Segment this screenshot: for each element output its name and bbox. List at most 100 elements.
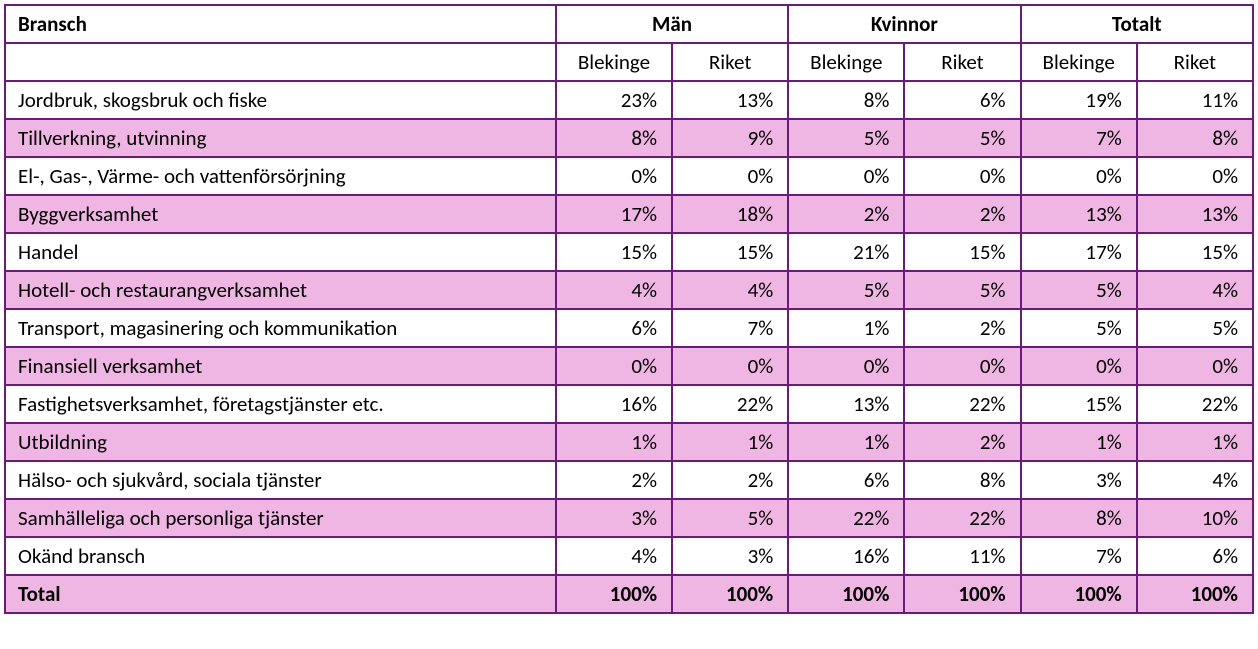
row-label: Utbildning xyxy=(5,423,556,461)
total-value: 100% xyxy=(672,575,788,613)
row-value: 5% xyxy=(1137,309,1253,347)
row-label: Jordbruk, skogsbruk och fiske xyxy=(5,81,556,119)
row-value: 1% xyxy=(788,309,904,347)
total-row: Total100%100%100%100%100%100% xyxy=(5,575,1253,613)
total-value: 100% xyxy=(1021,575,1137,613)
subhead-totalt-riket: Riket xyxy=(1137,43,1253,81)
row-label: Fastighetsverksamhet, företagstjänster e… xyxy=(5,385,556,423)
row-label: Hälso- och sjukvård, sociala tjänster xyxy=(5,461,556,499)
row-value: 1% xyxy=(788,423,904,461)
row-value: 3% xyxy=(672,537,788,575)
table-row: Handel15%15%21%15%17%15% xyxy=(5,233,1253,271)
row-label: Byggverksamhet xyxy=(5,195,556,233)
table-row: Transport, magasinering och kommunikatio… xyxy=(5,309,1253,347)
row-value: 5% xyxy=(904,119,1020,157)
row-value: 4% xyxy=(672,271,788,309)
row-label: Hotell- och restaurangverksamhet xyxy=(5,271,556,309)
table-row: Hälso- och sjukvård, sociala tjänster2%2… xyxy=(5,461,1253,499)
row-value: 0% xyxy=(556,347,672,385)
row-value: 5% xyxy=(904,271,1020,309)
row-label: Handel xyxy=(5,233,556,271)
row-value: 2% xyxy=(904,423,1020,461)
header-group-kvinnor: Kvinnor xyxy=(788,5,1020,43)
row-value: 15% xyxy=(1137,233,1253,271)
row-label: El-, Gas-, Värme- och vattenförsörjning xyxy=(5,157,556,195)
row-value: 11% xyxy=(1137,81,1253,119)
row-value: 22% xyxy=(788,499,904,537)
row-value: 16% xyxy=(556,385,672,423)
row-value: 4% xyxy=(556,537,672,575)
total-value: 100% xyxy=(556,575,672,613)
row-value: 3% xyxy=(556,499,672,537)
row-value: 2% xyxy=(556,461,672,499)
header-bransch: Bransch xyxy=(5,5,556,43)
row-value: 13% xyxy=(1137,195,1253,233)
row-value: 8% xyxy=(1137,119,1253,157)
row-value: 22% xyxy=(672,385,788,423)
row-value: 15% xyxy=(672,233,788,271)
table-row: Tillverkning, utvinning8%9%5%5%7%8% xyxy=(5,119,1253,157)
row-value: 22% xyxy=(904,385,1020,423)
total-value: 100% xyxy=(1137,575,1253,613)
row-value: 8% xyxy=(904,461,1020,499)
row-value: 6% xyxy=(904,81,1020,119)
row-value: 8% xyxy=(556,119,672,157)
row-value: 22% xyxy=(1137,385,1253,423)
row-value: 0% xyxy=(672,157,788,195)
row-value: 5% xyxy=(1021,309,1137,347)
row-value: 2% xyxy=(788,195,904,233)
total-value: 100% xyxy=(904,575,1020,613)
table-row: Samhälleliga och personliga tjänster3%5%… xyxy=(5,499,1253,537)
row-value: 2% xyxy=(904,309,1020,347)
row-value: 0% xyxy=(788,157,904,195)
row-value: 15% xyxy=(904,233,1020,271)
row-value: 1% xyxy=(556,423,672,461)
row-value: 0% xyxy=(1137,157,1253,195)
row-value: 22% xyxy=(904,499,1020,537)
subhead-totalt-blekinge: Blekinge xyxy=(1021,43,1137,81)
row-value: 6% xyxy=(556,309,672,347)
row-value: 0% xyxy=(788,347,904,385)
row-value: 2% xyxy=(904,195,1020,233)
table-body: Jordbruk, skogsbruk och fiske23%13%8%6%1… xyxy=(5,81,1253,613)
table-row: Jordbruk, skogsbruk och fiske23%13%8%6%1… xyxy=(5,81,1253,119)
header-row-2: Blekinge Riket Blekinge Riket Blekinge R… xyxy=(5,43,1253,81)
row-value: 1% xyxy=(1021,423,1137,461)
subhead-man-blekinge: Blekinge xyxy=(556,43,672,81)
row-value: 4% xyxy=(1137,271,1253,309)
industry-table: Bransch Män Kvinnor Totalt Blekinge Rike… xyxy=(4,4,1254,614)
row-value: 8% xyxy=(1021,499,1137,537)
total-value: 100% xyxy=(788,575,904,613)
row-value: 5% xyxy=(788,119,904,157)
row-value: 5% xyxy=(672,499,788,537)
subhead-man-riket: Riket xyxy=(672,43,788,81)
row-value: 23% xyxy=(556,81,672,119)
header-row-1: Bransch Män Kvinnor Totalt xyxy=(5,5,1253,43)
subhead-kvinnor-riket: Riket xyxy=(904,43,1020,81)
row-value: 21% xyxy=(788,233,904,271)
table-row: Fastighetsverksamhet, företagstjänster e… xyxy=(5,385,1253,423)
row-value: 17% xyxy=(1021,233,1137,271)
table-row: El-, Gas-, Värme- och vattenförsörjning0… xyxy=(5,157,1253,195)
row-value: 1% xyxy=(672,423,788,461)
table-row: Hotell- och restaurangverksamhet4%4%5%5%… xyxy=(5,271,1253,309)
row-value: 18% xyxy=(672,195,788,233)
table-row: Finansiell verksamhet0%0%0%0%0%0% xyxy=(5,347,1253,385)
row-value: 4% xyxy=(1137,461,1253,499)
row-value: 11% xyxy=(904,537,1020,575)
table-row: Utbildning1%1%1%2%1%1% xyxy=(5,423,1253,461)
row-value: 5% xyxy=(1021,271,1137,309)
row-value: 13% xyxy=(788,385,904,423)
table-row: Okänd bransch4%3%16%11%7%6% xyxy=(5,537,1253,575)
row-value: 7% xyxy=(1021,119,1137,157)
row-value: 13% xyxy=(672,81,788,119)
row-value: 13% xyxy=(1021,195,1137,233)
row-value: 1% xyxy=(1137,423,1253,461)
row-value: 17% xyxy=(556,195,672,233)
row-value: 0% xyxy=(1021,347,1137,385)
row-value: 6% xyxy=(1137,537,1253,575)
row-value: 0% xyxy=(556,157,672,195)
row-value: 6% xyxy=(788,461,904,499)
row-value: 7% xyxy=(1021,537,1137,575)
row-value: 2% xyxy=(672,461,788,499)
